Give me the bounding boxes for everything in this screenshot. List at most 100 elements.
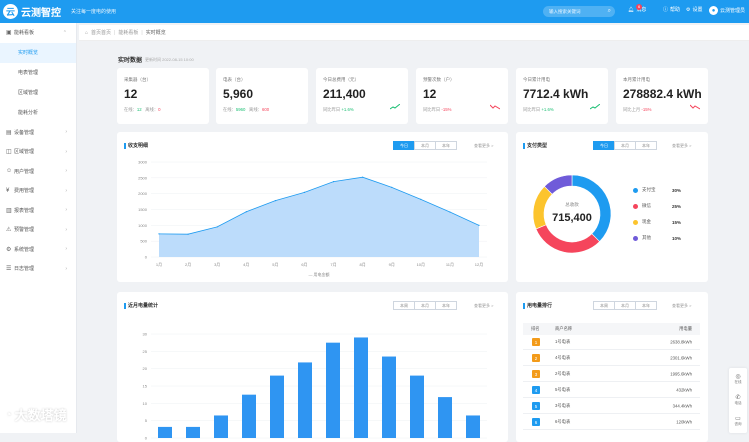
chevron-right-icon: › (65, 246, 67, 253)
data-point[interactable] (274, 200, 276, 202)
sidebar-item-alarms[interactable]: ⚠ 预警管理 › (0, 220, 76, 240)
data-point[interactable] (216, 226, 218, 228)
sidebar-subitem-overview[interactable]: 实时概览 (0, 42, 76, 63)
bar-2月[interactable] (186, 426, 200, 438)
bar-7月[interactable] (326, 342, 340, 438)
data-point[interactable] (391, 186, 393, 188)
table-row[interactable]: 3 2号电表 1995.6kWh (523, 367, 700, 382)
table-row[interactable]: 4 5号电表 432kWh (523, 383, 700, 398)
donut-slice-支付宝[interactable] (571, 174, 612, 243)
tab-year[interactable]: 本年 (435, 141, 457, 150)
watermark: ◔ 大数塔镜 (5, 405, 67, 424)
help-button[interactable]: ⓘ 帮助 (663, 6, 680, 13)
bar-12月[interactable] (466, 415, 480, 438)
table-row[interactable]: 6 6号电表 120kWh (523, 415, 700, 430)
app-logo[interactable]: 云 云测智控 (3, 4, 61, 19)
data-point[interactable] (158, 233, 160, 235)
sidebar-item-fees[interactable]: ¥ 费用管理 › (0, 181, 76, 201)
stat-label: 今日累计用电 (523, 77, 550, 82)
chevron-right-icon: › (65, 265, 67, 272)
consult-button[interactable]: ▭ 咨询 (729, 410, 747, 431)
sidebar-item-logs[interactable]: ☰ 日志管理 › (0, 259, 76, 279)
sidebar-item-devices[interactable]: ▤ 设备管理 › (0, 123, 76, 143)
legend-label: 支付宝 (642, 187, 656, 192)
data-point[interactable] (362, 176, 364, 178)
message-button[interactable]: 🔔︎ 6 消息 (628, 3, 646, 13)
data-point[interactable] (187, 233, 189, 235)
more-link[interactable]: 查看更多 > (474, 143, 494, 148)
stat-sub: 同比昨日 -15% (423, 107, 451, 113)
sidebar-subitem-areas[interactable]: 区域管理 (18, 90, 39, 96)
bar-6月[interactable] (298, 362, 312, 438)
table-row[interactable]: 5 3号电表 344.4kWh (523, 399, 700, 414)
stat-card-meters: 电表（台） 5,960 在线：5960 离线：600 (216, 68, 308, 124)
stat-value: 7712.4 kWh (523, 87, 589, 101)
dashboard-icon: ▣ (6, 30, 12, 37)
chevron-up-icon: ⌃ (62, 29, 67, 36)
stat-sub: 在线：5960 离线：600 (223, 107, 269, 113)
bar-4月[interactable] (242, 394, 256, 438)
tab-year[interactable]: 本年 (635, 141, 657, 150)
data-point[interactable] (449, 211, 451, 213)
sidebar-item-areas[interactable]: ◫ 区域管理 › (0, 142, 76, 162)
rank-badge: 5 (532, 402, 540, 410)
breadcrumb-item[interactable]: 能耗看板 (118, 30, 139, 36)
data-point[interactable] (303, 191, 306, 193)
data-point[interactable] (245, 211, 247, 213)
sidebar-subitem-meters[interactable]: 电表管理 (18, 70, 39, 76)
data-point[interactable] (420, 198, 422, 200)
bar-5月[interactable] (270, 375, 284, 438)
bar-8月[interactable] (354, 337, 368, 438)
tab-year[interactable]: 本年 (635, 301, 657, 310)
sidebar-item-dashboard[interactable]: ▣ 能耗看板 ⌃ (0, 23, 76, 43)
donut-slice-其他[interactable] (543, 174, 573, 195)
y-tick-label: 20 (143, 366, 148, 371)
home-icon[interactable]: ⌂ (85, 29, 89, 36)
sidebar-subitem-analysis[interactable]: 能耗分析 (18, 110, 39, 116)
y-tick-label: 1000 (138, 223, 148, 228)
stat-label: 采集器（台） (124, 77, 151, 82)
search-icon[interactable]: ⌕ (607, 8, 611, 14)
data-point[interactable] (332, 181, 335, 183)
tab-week[interactable]: 本周 (593, 301, 615, 310)
table-row[interactable]: 1 1号电表 2638.8kWh (523, 335, 700, 350)
sidebar-item-system[interactable]: ⚙ 系统管理 › (0, 240, 76, 260)
x-tick-label: 3月 (214, 262, 220, 267)
more-link[interactable]: 查看更多 > (672, 303, 692, 308)
chevron-right-icon: › (65, 187, 67, 194)
data-point[interactable] (478, 224, 480, 226)
donut-slice-微信[interactable] (535, 224, 601, 254)
online-service-button[interactable]: ◎ 在线 (729, 368, 747, 389)
table-row[interactable]: 2 4号电表 2301.6kWh (523, 351, 700, 366)
merchant-name: 3号电表 (555, 403, 571, 408)
more-link[interactable]: 查看更多 > (672, 143, 692, 148)
bar-11月[interactable] (438, 397, 452, 438)
headset-icon: ◎ (735, 373, 741, 380)
bar-1月[interactable] (158, 426, 172, 438)
sidebar-item-label: 区域管理 (14, 149, 35, 156)
bar-10月[interactable] (410, 375, 424, 438)
settings-button[interactable]: ⚙ 设置 (686, 6, 703, 14)
tab-month[interactable]: 本月 (614, 301, 636, 310)
area-icon: ◫ (6, 149, 12, 156)
compare-label: 同比昨日 (323, 107, 341, 112)
breadcrumb: ⌂ 首页首页 | 能耗看板 | 实时概览 (79, 25, 749, 41)
tab-year[interactable]: 本年 (435, 301, 457, 310)
sidebar-item-reports[interactable]: ▥ 报表管理 › (0, 201, 76, 221)
phone-button[interactable]: ✆ 电话 (729, 389, 747, 410)
alarm-icon: ⚠ (6, 227, 12, 234)
legend-dot (633, 235, 638, 241)
bell-icon: 🔔︎ 6 (628, 3, 643, 13)
panel-title: 收支明细 (124, 142, 148, 149)
x-tick-label: 2月 (185, 262, 191, 267)
bar-3月[interactable] (214, 415, 228, 438)
more-link[interactable]: 查看更多 > (474, 303, 494, 308)
sidebar-item-users[interactable]: ☺ 用户管理 › (0, 162, 76, 182)
user-menu[interactable]: ● 云测管理员 (709, 6, 745, 15)
search-input[interactable]: 输入搜索关键词 ⌕ (543, 6, 615, 17)
y-tick-label: 10 (143, 401, 148, 406)
breadcrumb-item[interactable]: 首页首页 (91, 30, 112, 36)
payment-type-panel: 支付类型 今日 本月 本年 查看更多 > 总收款 715,400 支付宝 30% … (516, 132, 708, 282)
bar-9月[interactable] (382, 356, 396, 438)
x-tick-label: 12月 (475, 262, 483, 267)
